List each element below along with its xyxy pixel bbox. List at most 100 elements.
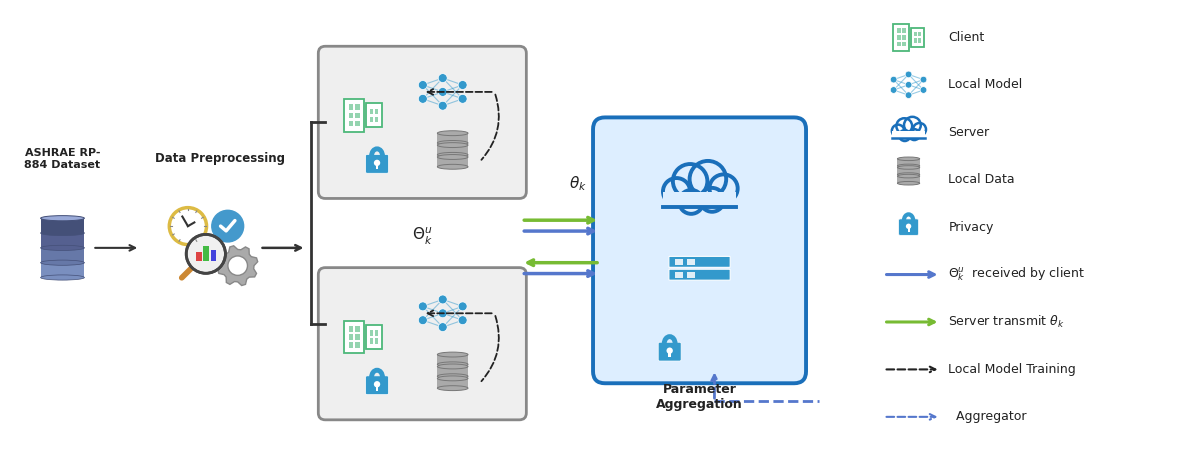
Circle shape (905, 81, 912, 88)
Bar (437, 145, 468, 155)
Bar (437, 367, 468, 376)
Circle shape (890, 87, 896, 93)
Circle shape (374, 160, 380, 166)
Text: Privacy: Privacy (948, 220, 994, 234)
Circle shape (419, 80, 427, 89)
Bar (674, 259, 683, 265)
Bar (41, 248, 84, 263)
Ellipse shape (437, 155, 468, 159)
Bar (892, 130, 925, 138)
Ellipse shape (437, 385, 468, 391)
Bar (374, 338, 378, 343)
Circle shape (908, 129, 919, 140)
Circle shape (458, 316, 467, 324)
Circle shape (419, 95, 427, 103)
FancyBboxPatch shape (659, 342, 682, 361)
Circle shape (169, 208, 206, 245)
Bar (41, 263, 84, 278)
Circle shape (438, 295, 448, 304)
Bar (349, 113, 353, 118)
Text: Data Preprocessing: Data Preprocessing (155, 152, 284, 166)
Text: Local Model Training: Local Model Training (948, 363, 1076, 376)
FancyBboxPatch shape (366, 155, 389, 173)
Circle shape (899, 130, 911, 141)
Bar (344, 321, 364, 353)
Text: Server transmit $\theta_k$: Server transmit $\theta_k$ (948, 314, 1066, 330)
Text: Parameter
Aggregation: Parameter Aggregation (656, 383, 743, 411)
Bar (211, 250, 216, 261)
Bar (898, 176, 919, 183)
Bar (437, 133, 468, 143)
Circle shape (419, 316, 427, 324)
Bar (893, 24, 910, 51)
Text: Server: Server (948, 126, 990, 139)
Bar (896, 42, 900, 46)
Ellipse shape (41, 245, 84, 251)
Bar (907, 227, 910, 232)
Bar (374, 330, 378, 336)
Circle shape (913, 123, 926, 136)
Bar (355, 121, 360, 126)
Ellipse shape (437, 374, 468, 379)
Bar (896, 28, 900, 33)
Bar (896, 35, 900, 40)
Bar (366, 325, 382, 349)
Bar (662, 188, 736, 207)
Bar (437, 157, 468, 167)
Ellipse shape (437, 131, 468, 136)
Circle shape (458, 80, 467, 89)
Circle shape (438, 74, 448, 82)
Bar (674, 272, 683, 278)
Circle shape (905, 71, 912, 78)
Circle shape (679, 190, 703, 214)
Circle shape (228, 256, 247, 275)
Bar (662, 192, 736, 207)
Bar (892, 131, 925, 138)
Ellipse shape (898, 173, 919, 176)
Bar (668, 351, 671, 357)
Ellipse shape (898, 175, 919, 178)
Bar (349, 342, 353, 348)
Ellipse shape (898, 182, 919, 185)
Ellipse shape (41, 260, 84, 265)
Bar (349, 105, 353, 110)
Circle shape (438, 101, 448, 110)
Bar (686, 272, 695, 278)
Bar (376, 163, 378, 169)
Circle shape (906, 224, 911, 229)
Bar (204, 246, 209, 261)
Ellipse shape (898, 166, 919, 169)
Circle shape (920, 76, 926, 83)
Circle shape (374, 381, 380, 387)
Bar (355, 334, 360, 340)
Bar (370, 117, 373, 122)
Bar (355, 113, 360, 118)
Circle shape (890, 76, 896, 83)
Ellipse shape (437, 364, 468, 369)
Bar (355, 105, 360, 110)
Text: $\Theta^u_k$: $\Theta^u_k$ (413, 226, 433, 246)
Circle shape (458, 302, 467, 311)
Circle shape (438, 309, 448, 318)
Ellipse shape (437, 140, 468, 145)
Ellipse shape (41, 230, 84, 236)
FancyBboxPatch shape (668, 256, 730, 267)
Bar (355, 326, 360, 332)
FancyBboxPatch shape (366, 376, 389, 394)
Bar (376, 385, 378, 391)
Bar (898, 159, 919, 166)
Ellipse shape (437, 164, 468, 169)
Ellipse shape (437, 376, 468, 381)
FancyBboxPatch shape (668, 269, 730, 280)
Ellipse shape (437, 143, 468, 148)
Circle shape (438, 88, 448, 96)
FancyBboxPatch shape (593, 117, 806, 383)
Bar (349, 121, 353, 126)
Bar (374, 117, 378, 122)
Circle shape (438, 323, 448, 332)
Circle shape (892, 125, 905, 137)
Bar (41, 218, 84, 233)
Bar (41, 233, 84, 248)
Bar (902, 28, 906, 33)
Ellipse shape (437, 362, 468, 367)
